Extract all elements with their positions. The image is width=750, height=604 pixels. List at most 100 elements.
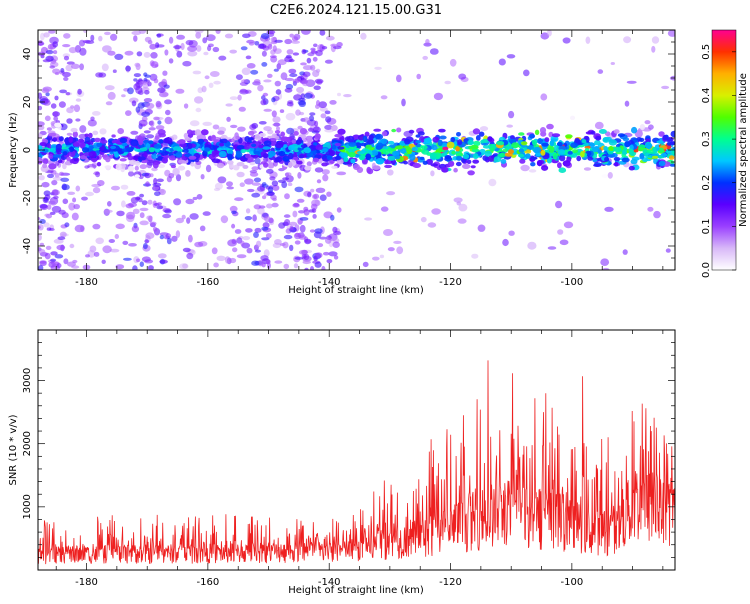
heatmap-cell [624, 141, 631, 148]
snr-y-tick-label: 1000 [22, 494, 33, 519]
heatmap-cell [420, 145, 428, 150]
heatmap-cell [263, 157, 269, 163]
heatmap-cell [271, 202, 279, 208]
snr-x-tick-label: -160 [197, 577, 220, 588]
heatmap-cell [216, 255, 226, 261]
snr-series-line [38, 360, 675, 565]
heatmap-cell [336, 42, 343, 47]
heatmap-cell [166, 237, 172, 245]
heatmap-cell [148, 127, 156, 131]
heatmap-cell [313, 231, 322, 239]
heatmap-cell [396, 74, 402, 83]
heatmap-cell [110, 145, 117, 150]
heatmap-cell [365, 153, 372, 161]
heatmap-cell [319, 44, 324, 52]
heatmap-cell [127, 87, 134, 95]
heatmap-cell [262, 195, 267, 200]
heatmap-cell [518, 132, 525, 136]
heatmap-cell [289, 244, 294, 252]
heatmap-cell [437, 139, 443, 147]
heatmap-cell [594, 139, 601, 146]
heatmap-cell [139, 164, 147, 170]
heatmap-cell [204, 75, 210, 80]
heatmap-cell [315, 68, 321, 73]
heatmap-cell [81, 196, 88, 201]
heatmap-cell [309, 64, 316, 71]
heatmap-cell [112, 123, 120, 128]
heatmap-cell [553, 144, 560, 152]
heatmap-cell [478, 131, 485, 137]
heatmap-cell [56, 263, 62, 269]
heatmap-cell [633, 148, 639, 153]
heatmap-cell [360, 32, 367, 40]
heatmap-cell [219, 142, 225, 147]
heatmap-cell [281, 181, 288, 189]
heatmap-cell [312, 214, 317, 219]
heatmap-cell [102, 245, 112, 254]
colorbar-tick-label: 0.4 [701, 88, 712, 104]
heatmap-cell [192, 70, 202, 75]
heatmap-cell [265, 233, 272, 239]
heatmap-cell [416, 73, 422, 80]
heatmap-cell [352, 163, 360, 170]
heatmap-cell [262, 146, 271, 150]
heatmap-cell [157, 87, 166, 93]
heatmap-cell [319, 30, 326, 36]
heatmap-cell [380, 95, 388, 100]
heatmap-x-tick-label: -120 [439, 277, 462, 288]
heatmap-cell [665, 150, 671, 154]
heatmap-cell [239, 88, 248, 93]
heatmap-cell [235, 135, 241, 140]
colorbar-tick-label: 0.5 [701, 44, 712, 60]
heatmap-cell [272, 123, 281, 127]
heatmap-cell [251, 143, 257, 148]
heatmap-cell [251, 122, 259, 129]
heatmap-cell [50, 258, 57, 262]
heatmap-cell [32, 219, 36, 225]
heatmap-cell [541, 165, 549, 171]
heatmap-cell [264, 215, 271, 223]
heatmap-cell [241, 67, 251, 76]
heatmap-cell [72, 131, 79, 138]
heatmap-cell [252, 214, 257, 222]
heatmap-cell [182, 149, 189, 153]
heatmap-cell [128, 171, 134, 177]
snr-x-tick-label: -180 [75, 577, 98, 588]
heatmap-cell [607, 154, 615, 158]
heatmap-cell [419, 156, 425, 161]
heatmap-cell [143, 152, 148, 158]
heatmap-cell [58, 209, 66, 215]
heatmap-cell [87, 167, 95, 174]
heatmap-cell [590, 130, 596, 135]
heatmap-cell [304, 239, 312, 244]
heatmap-cell [314, 154, 322, 159]
heatmap-cell [267, 73, 273, 78]
heatmap-cell [259, 132, 266, 138]
heatmap-cell [449, 58, 457, 67]
snr-y-axis-label: SNR (10 * v/v) [8, 414, 19, 485]
heatmap-cell [145, 143, 151, 149]
heatmap-cell [541, 142, 549, 147]
heatmap-cell [213, 187, 221, 192]
heatmap-cell [326, 191, 332, 197]
heatmap-cell [315, 144, 323, 151]
heatmap-cell [55, 120, 60, 124]
heatmap-cell [651, 36, 660, 44]
heatmap-cell [298, 249, 308, 255]
heatmap-cell [530, 162, 536, 167]
heatmap-cell [639, 153, 645, 160]
heatmap-cell [662, 134, 668, 141]
heatmap-cell [225, 103, 233, 107]
heatmap-cell [84, 165, 90, 169]
heatmap-cell [479, 126, 489, 132]
heatmap-cell [161, 78, 168, 87]
heatmap-cell [121, 142, 128, 147]
heatmap-cell [608, 145, 614, 152]
heatmap-cell [114, 234, 120, 239]
heatmap-cell [272, 45, 277, 52]
heatmap-cell [236, 162, 245, 167]
heatmap-cell [146, 159, 155, 166]
heatmap-cell [288, 68, 297, 74]
heatmap-cell [145, 134, 155, 139]
heatmap-cell [284, 87, 293, 93]
